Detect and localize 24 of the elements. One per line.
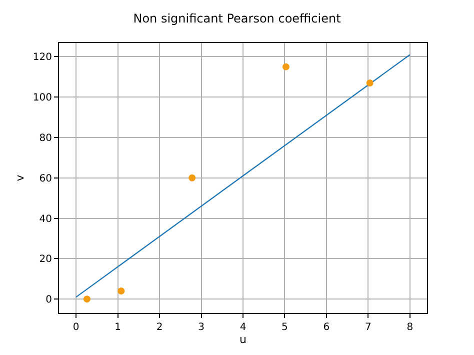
point (188, 174, 196, 182)
x-tick-label: 2 (156, 322, 163, 333)
x-axis-title: u (240, 333, 246, 346)
x-tick-label: 7 (364, 322, 372, 333)
point (366, 79, 374, 86)
point (282, 63, 290, 70)
y-axis-title: v (14, 174, 27, 182)
y-tick-label: 60 (39, 173, 52, 184)
x-tick-label: 0 (72, 322, 80, 333)
y-tick-label: 20 (39, 254, 52, 266)
x-tick-label: 8 (406, 322, 414, 333)
x-tick-label: 6 (323, 322, 330, 333)
y-tick-label: 80 (39, 133, 52, 144)
x-tick-label: 1 (114, 322, 122, 333)
x-tick-label: 3 (198, 322, 204, 333)
chart-title: Non significant Pearson coefficient (133, 12, 342, 26)
point (118, 287, 125, 294)
y-tick-label: 100 (32, 92, 52, 104)
x-tick-label: 4 (240, 322, 246, 333)
y-tick-label: 0 (46, 294, 52, 306)
y-tick-label: 120 (32, 52, 52, 64)
x-tick-label: 5 (282, 322, 288, 333)
point (83, 296, 90, 303)
y-tick-label: 40 (39, 214, 52, 225)
